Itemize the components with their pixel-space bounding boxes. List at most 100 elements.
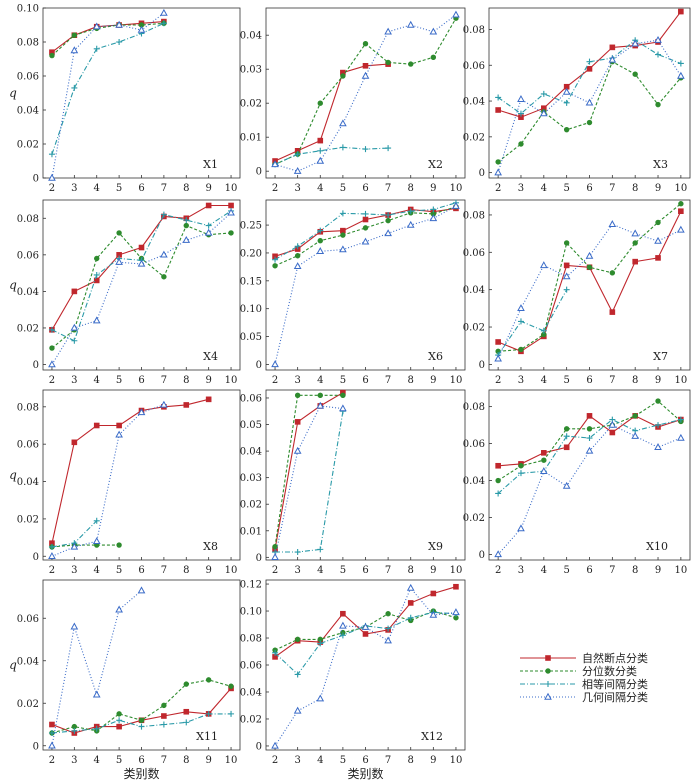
legend-entry-geometric: 几何间隔分类 [520, 690, 648, 704]
data-point [115, 430, 123, 438]
panel-label: X10 [646, 540, 668, 553]
data-point [183, 217, 190, 224]
data-point [517, 524, 525, 532]
data-point [137, 25, 146, 33]
x-tick-label: 5 [340, 183, 346, 194]
series-line [497, 424, 682, 555]
data-point [339, 119, 347, 127]
y-tick-label: 0 [33, 741, 39, 752]
data-point [632, 413, 638, 419]
panel-label: X8 [203, 540, 218, 553]
x-tick-label: 5 [116, 183, 122, 194]
x-tick-label: 9 [205, 183, 211, 194]
data-point [293, 166, 302, 174]
x-tick-label: 9 [430, 565, 436, 576]
data-point [517, 110, 524, 117]
data-point [407, 600, 414, 606]
x-tick-label: 8 [183, 565, 189, 576]
data-point [70, 46, 79, 54]
data-point [294, 636, 301, 643]
x-tick-label: 6 [138, 375, 144, 386]
y-tick-label: 0.06 [17, 614, 39, 625]
x-tick-label: 7 [609, 183, 615, 194]
data-point [407, 208, 414, 215]
data-point [228, 710, 235, 717]
x-tick-label: 5 [563, 565, 569, 576]
data-point [317, 147, 324, 154]
data-point [494, 354, 502, 362]
data-point [608, 220, 617, 227]
data-point [541, 457, 547, 463]
data-point [228, 202, 234, 209]
x-tick-label: 6 [362, 565, 368, 576]
data-point [541, 450, 547, 456]
data-point [586, 58, 593, 65]
series-natural [272, 389, 346, 553]
data-point [429, 27, 438, 35]
series-quantile [495, 201, 684, 355]
data-point [183, 708, 190, 715]
x-tick-label: 4 [541, 375, 547, 386]
data-point [183, 402, 190, 408]
panel-label: X7 [653, 350, 668, 363]
data-point [562, 87, 571, 95]
data-point [385, 625, 392, 632]
series-line [51, 204, 231, 331]
legend-entry-equal: 相等间隔分类 [520, 677, 648, 691]
data-point [48, 173, 56, 181]
data-point [340, 232, 346, 238]
data-point [362, 210, 369, 217]
data-point [406, 220, 415, 228]
x-tick-label: 9 [655, 375, 661, 386]
y-tick-label: 0.04 [17, 287, 39, 298]
series-line [274, 611, 457, 676]
series-equal [495, 286, 570, 359]
data-point [137, 408, 146, 416]
data-point [654, 236, 662, 244]
series-natural [272, 583, 459, 660]
data-point [293, 262, 302, 270]
data-point [316, 401, 325, 409]
data-point [294, 151, 301, 158]
data-point [632, 71, 638, 77]
legend-marker [545, 681, 551, 687]
y-tick-label: 0.08 [463, 210, 485, 221]
series-line [274, 146, 389, 165]
data-point [92, 537, 101, 545]
data-point [539, 467, 548, 475]
series-geometric [48, 400, 168, 559]
series-equal [272, 199, 459, 263]
x-tick-label: 6 [586, 565, 592, 576]
data-point [160, 8, 168, 16]
legend-entry-natural: 自然断点分类 [520, 651, 648, 665]
data-point [228, 230, 234, 236]
data-point [495, 462, 501, 469]
y-tick-label: 0.02 [240, 500, 262, 511]
data-point [385, 212, 392, 219]
y-tick-label: 0.02 [17, 323, 39, 334]
y-tick-label: 0 [33, 174, 39, 185]
x-tick-label: 3 [71, 565, 77, 576]
data-point [340, 610, 346, 617]
data-point [161, 274, 167, 280]
data-point [609, 429, 616, 436]
x-tick-label: 4 [94, 183, 100, 194]
data-point [585, 251, 594, 259]
series-equal [48, 710, 235, 736]
data-point [116, 723, 122, 730]
x-tick-label: 7 [609, 375, 615, 386]
data-point [361, 237, 370, 245]
data-point [339, 404, 347, 412]
y-tick-label: 0.02 [17, 514, 39, 525]
y-tick-label: 0.02 [463, 132, 485, 143]
data-point [316, 247, 325, 254]
series-line [274, 610, 457, 651]
data-point [116, 39, 123, 45]
series-geometric [494, 220, 685, 362]
data-point [160, 400, 168, 408]
y-tick-label: 0 [33, 552, 39, 563]
plot-frame [488, 199, 691, 371]
data-point [586, 66, 593, 72]
x-tick-label: 9 [655, 565, 661, 576]
